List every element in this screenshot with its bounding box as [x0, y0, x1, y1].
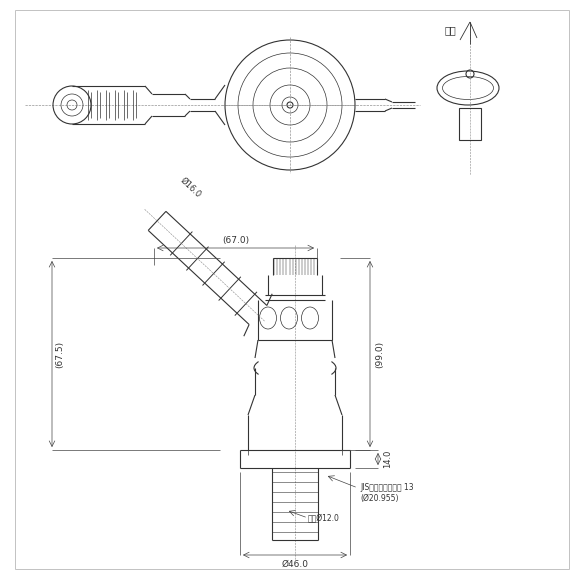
Text: Ø16.0: Ø16.0 — [178, 175, 203, 199]
Text: (99.0): (99.0) — [376, 340, 384, 368]
Text: (67.5): (67.5) — [56, 340, 64, 368]
Text: かぎ: かぎ — [444, 25, 456, 35]
Bar — [459, 108, 481, 140]
Text: JIS給水抜差付ねじ 13: JIS給水抜差付ねじ 13 — [360, 483, 413, 493]
Text: 14.0: 14.0 — [383, 450, 393, 468]
Text: (Ø20.955): (Ø20.955) — [360, 493, 398, 503]
Text: (67.0): (67.0) — [222, 236, 249, 245]
Text: Ø46.0: Ø46.0 — [281, 559, 309, 569]
Text: 内径Ø12.0: 内径Ø12.0 — [308, 514, 340, 522]
